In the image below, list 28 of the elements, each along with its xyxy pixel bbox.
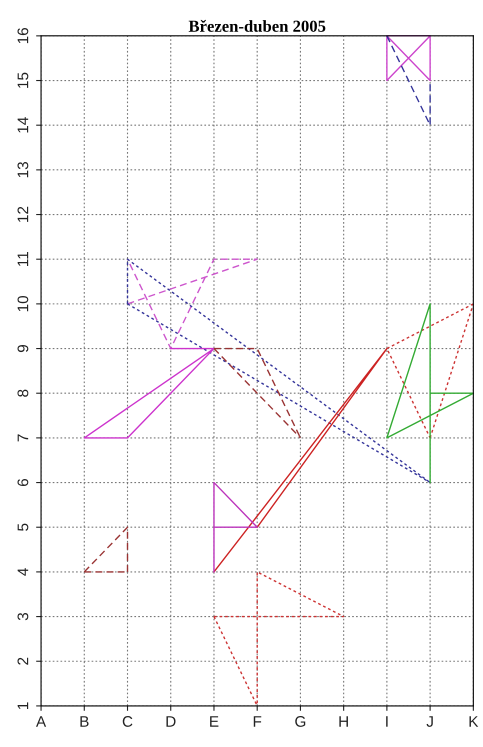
y-tick-label: 7 xyxy=(18,434,28,442)
y-tick-label: 2 xyxy=(17,658,28,665)
x-tick-label: K xyxy=(470,716,478,727)
y-tick-label: 5 xyxy=(18,524,28,531)
x-tick-label: C xyxy=(122,716,132,727)
x-tick-label: F xyxy=(254,716,262,727)
x-tick-label: H xyxy=(339,716,348,727)
x-tick-label: D xyxy=(166,716,176,727)
x-tick-label: B xyxy=(80,716,89,727)
x-tick-label: J xyxy=(426,716,433,727)
x-tick-label: A xyxy=(36,716,46,727)
y-tick-label: 6 xyxy=(17,478,28,486)
chart-title: Březen-duben 2005 xyxy=(188,20,326,32)
y-tick-label: 10 xyxy=(17,296,28,312)
x-tick-label: E xyxy=(210,716,218,727)
y-tick-label: 9 xyxy=(17,345,28,352)
x-tick-label: I xyxy=(386,716,388,727)
y-tick-label: 14 xyxy=(18,117,28,133)
y-tick-label: 4 xyxy=(18,568,28,576)
y-tick-label: 3 xyxy=(17,612,28,620)
y-tick-label: 16 xyxy=(17,28,28,44)
y-tick-label: 12 xyxy=(17,206,28,222)
y-tick-label: 13 xyxy=(17,162,28,178)
y-tick-label: 15 xyxy=(18,72,28,88)
y-tick-label: 1 xyxy=(18,702,28,709)
x-tick-label: G xyxy=(295,716,306,727)
y-tick-label: 11 xyxy=(18,252,28,266)
y-tick-label: 8 xyxy=(17,390,28,397)
